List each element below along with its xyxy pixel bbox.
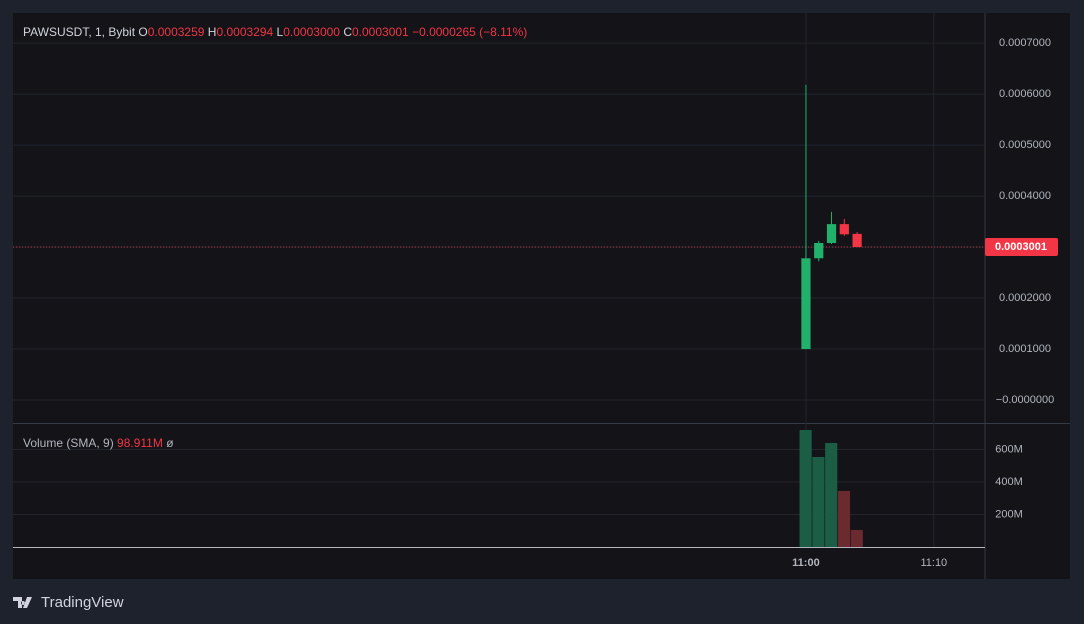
volume-bar bbox=[837, 490, 851, 547]
y-tick-label: −0.0000000 bbox=[996, 394, 1054, 406]
candle-body bbox=[801, 258, 811, 350]
y-tick-label: 0.0002000 bbox=[999, 292, 1051, 304]
y-tick-label: 0.0007000 bbox=[999, 37, 1051, 49]
legend-value: 0.0003294 bbox=[216, 25, 273, 39]
legend-label: O bbox=[138, 25, 147, 39]
candle-body bbox=[814, 242, 824, 259]
symbol: PAWSUSDT, 1, Bybit bbox=[23, 25, 136, 39]
candle-body bbox=[826, 224, 837, 243]
brand-logo bbox=[13, 597, 32, 608]
legend-label: H bbox=[208, 25, 217, 39]
legend-value: 0.0003259 bbox=[148, 25, 205, 39]
candle-body bbox=[839, 224, 849, 235]
x-tick-label: 11:00 bbox=[792, 557, 820, 569]
volume-symbol: ø bbox=[166, 436, 174, 450]
volume-tick-label: 600M bbox=[995, 443, 1023, 455]
logo-mark bbox=[13, 597, 32, 608]
legend-value: 0.0003001 bbox=[352, 25, 409, 39]
legend-change: −0.0000265 (−8.11%) bbox=[412, 25, 527, 39]
brand: TradingView bbox=[41, 594, 124, 611]
y-tick-label: 0.0006000 bbox=[999, 88, 1051, 100]
volume-title: Volume (SMA, 9) bbox=[23, 436, 114, 450]
legend-value: 0.0003000 bbox=[283, 25, 340, 39]
last-price-label: 0.0003001 bbox=[995, 241, 1047, 253]
legend: PAWSUSDT, 1, Bybit O0.0003259 H0.0003294… bbox=[23, 25, 527, 39]
legend-label: L bbox=[277, 25, 284, 39]
last-price-tag bbox=[985, 238, 1058, 257]
volume-bar bbox=[799, 429, 812, 547]
legend-label: C bbox=[343, 25, 352, 39]
y-tick-label: 0.0001000 bbox=[999, 343, 1051, 355]
chart-background bbox=[13, 13, 1070, 579]
volume-sma: 98.911M bbox=[117, 436, 163, 450]
volume-bar bbox=[850, 529, 863, 547]
y-tick-label: 0.0005000 bbox=[999, 139, 1051, 151]
volume-legend: Volume (SMA, 9) 98.911M ø bbox=[23, 436, 174, 450]
volume-bar bbox=[812, 456, 825, 547]
volume-bar bbox=[825, 442, 838, 547]
x-tick-label: 11:10 bbox=[920, 557, 947, 569]
y-tick-label: 0.0004000 bbox=[999, 190, 1051, 202]
volume-tick-label: 400M bbox=[995, 476, 1023, 488]
candle-body bbox=[852, 233, 862, 248]
volume-tick-label: 200M bbox=[995, 508, 1023, 520]
